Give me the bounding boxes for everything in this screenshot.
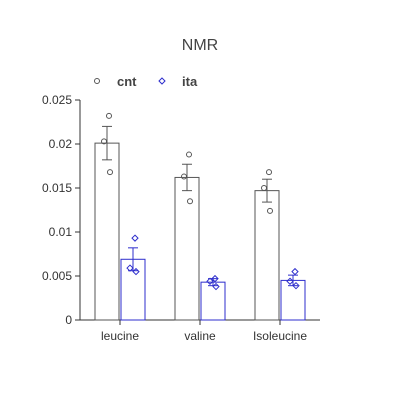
x-tick-label: Isoleucine — [253, 329, 307, 343]
legend-marker-ita — [158, 77, 166, 85]
point-cnt — [187, 198, 193, 205]
y-tick-label: 0.01 — [49, 225, 73, 239]
y-tick-label: 0.005 — [42, 269, 72, 283]
error-bars — [102, 125, 298, 287]
point-ita — [212, 282, 220, 291]
y-tick-label: 0.025 — [42, 93, 72, 107]
legend-label-ita: ita — [182, 74, 198, 89]
point-ita — [211, 274, 219, 283]
bars — [94, 142, 306, 321]
bar-cnt — [174, 176, 200, 321]
point-ita — [132, 267, 140, 276]
point-cnt — [266, 169, 272, 176]
legend-marker-cnt — [94, 78, 100, 84]
bar-cnt — [94, 142, 120, 321]
x-axis: leucine valine Isoleucine — [80, 319, 320, 343]
point-cnt — [181, 173, 187, 180]
point-cnt — [107, 169, 113, 176]
y-tick-label: 0.02 — [49, 137, 73, 151]
point-cnt — [267, 207, 273, 214]
point-ita — [286, 277, 294, 285]
legend: cnt ita — [94, 74, 198, 89]
point-ita — [291, 267, 299, 276]
point-cnt — [101, 138, 107, 145]
point-ita — [206, 277, 214, 285]
bar-cnt — [254, 190, 280, 321]
point-ita — [126, 264, 134, 272]
x-tick-label: valine — [184, 329, 216, 343]
point-cnt — [261, 185, 267, 191]
data-points — [101, 112, 300, 291]
y-tick-label: 0 — [65, 313, 72, 327]
point-cnt — [106, 112, 112, 119]
legend-label-cnt: cnt — [117, 74, 137, 89]
point-cnt — [186, 151, 192, 158]
point-ita — [131, 234, 139, 242]
x-tick-label: leucine — [101, 329, 139, 343]
chart-title: NMR — [182, 37, 218, 54]
point-ita — [292, 281, 300, 290]
y-axis: 0 0.005 0.01 0.015 0.02 0.025 — [42, 93, 81, 327]
bar-ita — [200, 281, 226, 321]
y-tick-label: 0.015 — [42, 181, 72, 195]
